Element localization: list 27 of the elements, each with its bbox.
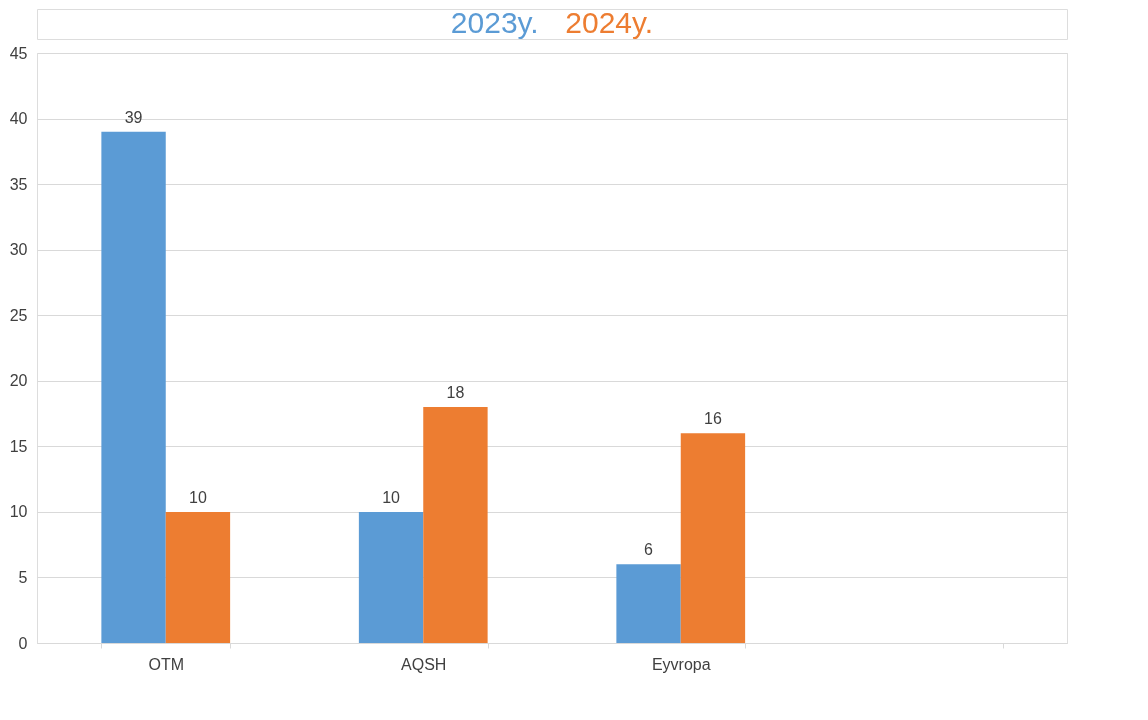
data-label: 16 (704, 410, 722, 428)
y-tick-label: 45 (9, 44, 28, 62)
x-tick-label: AQSH (401, 655, 447, 673)
y-tick-label: 25 (9, 306, 28, 324)
y-tick-label: 0 (18, 634, 28, 652)
x-tick-label: Eyvropa (651, 655, 711, 673)
bar (423, 407, 488, 643)
data-label: 18 (446, 384, 465, 401)
y-tick-label: 5 (18, 568, 28, 586)
y-tick-label: 35 (9, 175, 28, 193)
data-label: 10 (189, 488, 207, 506)
text: 2024y. (565, 6, 654, 39)
bar (616, 564, 681, 643)
y-tick-label: 30 (9, 241, 28, 259)
bar (358, 511, 424, 643)
x-tick-label: OTM (148, 655, 185, 673)
y-tick-label: 15 (9, 437, 28, 455)
y-tick-label: 40 (9, 110, 28, 128)
bar (680, 433, 746, 643)
y-tick-label: 20 (9, 372, 28, 390)
text: 2023y. (450, 6, 539, 39)
data-label: 10 (382, 488, 401, 506)
data-label: 6 (644, 541, 654, 559)
y-tick-label: 10 (9, 503, 28, 521)
bar (101, 131, 166, 643)
bar (165, 511, 231, 643)
data-label: 39 (124, 108, 143, 126)
